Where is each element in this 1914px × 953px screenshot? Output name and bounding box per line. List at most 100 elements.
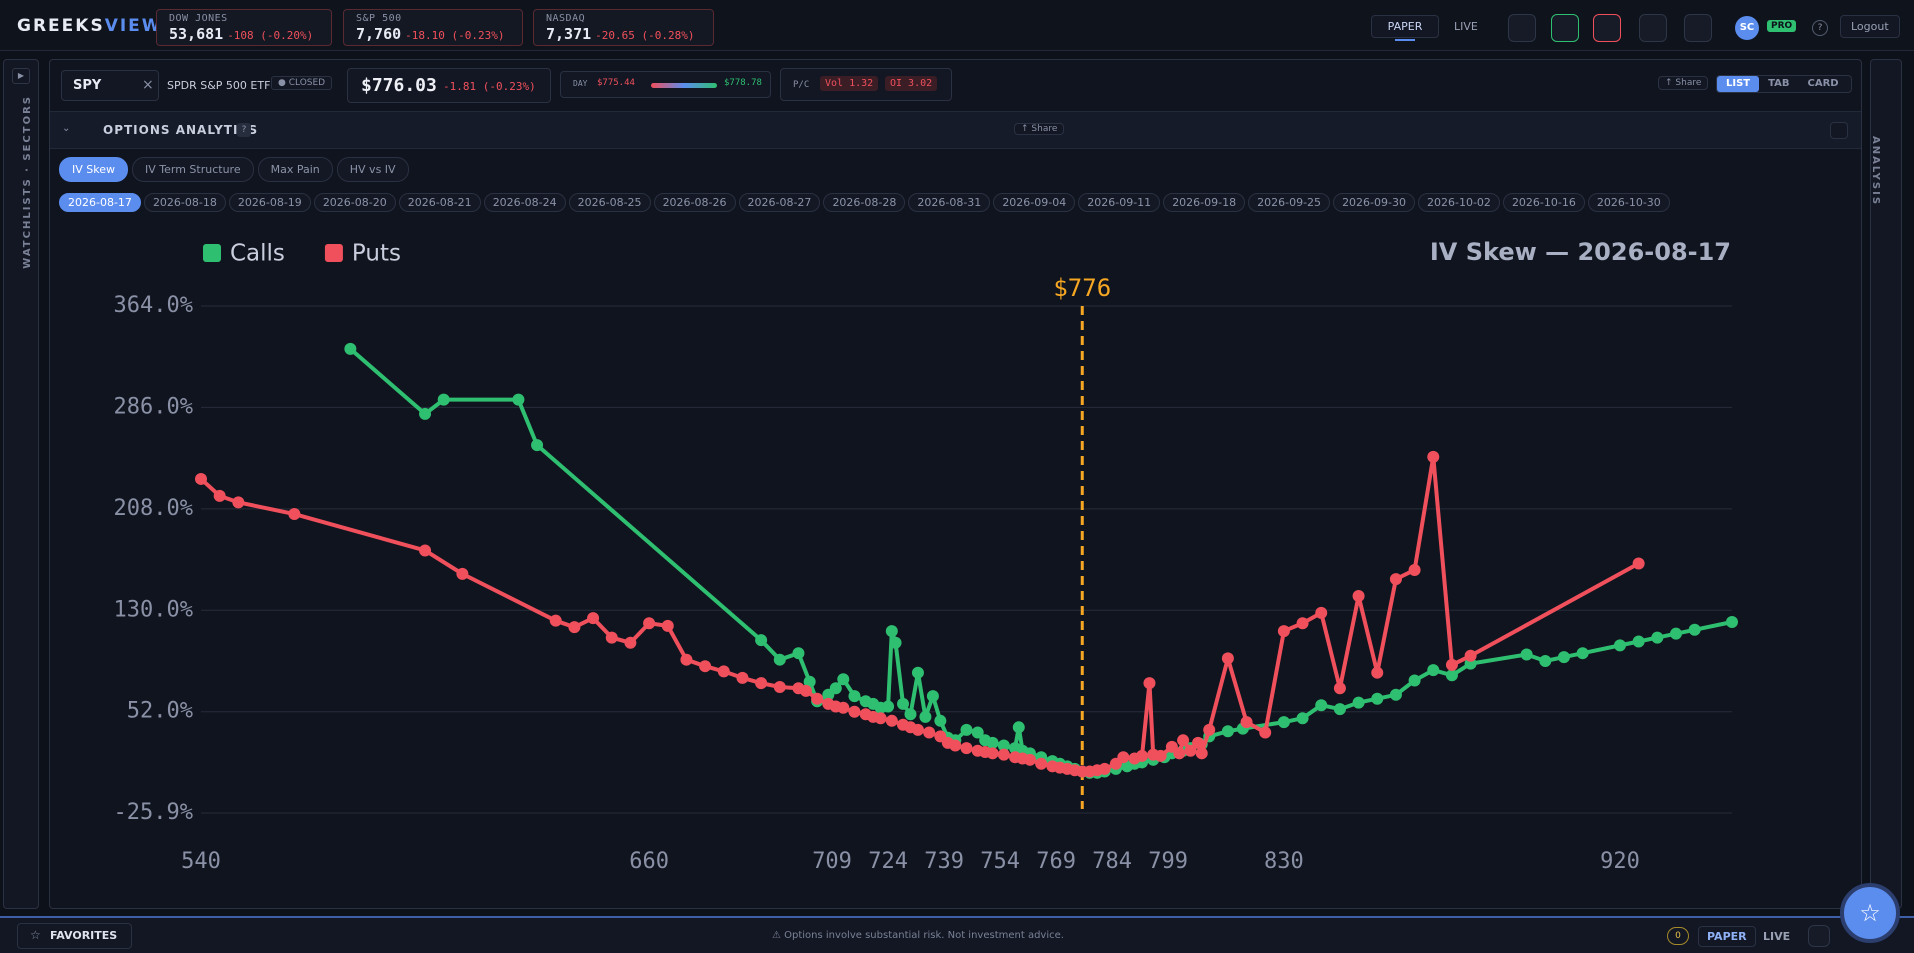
- day-high: $778.78: [724, 78, 762, 88]
- expiry-chip[interactable]: 2026-08-27: [738, 193, 821, 212]
- settings-icon[interactable]: [1684, 14, 1712, 42]
- index-change: -18.10 (-0.23%): [405, 29, 505, 42]
- alarm-icon[interactable]: [1593, 14, 1621, 42]
- tab[interactable]: IV Term Structure: [132, 157, 254, 182]
- mode-live[interactable]: LIVE: [1454, 20, 1478, 33]
- data-point: [232, 496, 245, 509]
- share-button[interactable]: ↑ Share: [1658, 76, 1709, 90]
- data-point: [1277, 625, 1290, 638]
- expiry-chip[interactable]: 2026-10-02: [1418, 193, 1500, 212]
- data-point: [1154, 749, 1167, 762]
- expiry-chip[interactable]: 2026-08-26: [653, 193, 736, 212]
- expiry-chip[interactable]: 2026-10-30: [1587, 193, 1670, 212]
- data-point: [1098, 762, 1111, 775]
- data-point: [587, 612, 600, 625]
- expiry-chip[interactable]: 2026-08-28: [823, 193, 906, 212]
- expiry-chip[interactable]: 2026-09-11: [1078, 193, 1161, 212]
- footer-paper[interactable]: PAPER: [1698, 926, 1756, 947]
- index-card[interactable]: DOW JONES 53,681 -108 (-0.20%): [156, 9, 332, 46]
- logout[interactable]: Logout: [1840, 15, 1900, 38]
- data-point: [837, 701, 850, 714]
- data-point: [1136, 749, 1149, 762]
- expiry-chip[interactable]: 2026-08-21: [398, 193, 481, 212]
- data-point: [643, 617, 656, 630]
- expiry-chip[interactable]: 2026-08-20: [313, 193, 396, 212]
- tab[interactable]: Max Pain: [257, 157, 333, 182]
- x-tick-label: 540: [181, 849, 221, 874]
- data-point: [717, 665, 730, 678]
- index-card[interactable]: S&P 500 7,760 -18.10 (-0.23%): [343, 9, 523, 46]
- expiry-chip[interactable]: 2026-08-31: [908, 193, 991, 212]
- data-point: [1726, 615, 1738, 628]
- help[interactable]: ?: [1812, 20, 1828, 36]
- data-point: [923, 726, 936, 739]
- day-range: DAY $775.44 $778.78: [560, 71, 771, 98]
- data-point: [1296, 712, 1309, 725]
- expiry-chip[interactable]: 2026-09-18: [1163, 193, 1246, 212]
- index-card[interactable]: NASDAQ 7,371 -20.65 (-0.28%): [533, 9, 714, 46]
- data-point: [549, 614, 562, 627]
- data-point: [661, 619, 674, 632]
- fab[interactable]: ☆: [1840, 883, 1900, 943]
- wifi-icon[interactable]: [1551, 14, 1579, 42]
- data-point: [213, 489, 226, 502]
- data-point: [934, 714, 947, 727]
- expiry-chip[interactable]: 2026-09-25: [1248, 193, 1331, 212]
- favorites[interactable]: FAVORITES: [17, 923, 132, 949]
- panel-header: [50, 111, 1861, 149]
- logo[interactable]: GREEKSVIEW: [17, 16, 163, 36]
- panel-help[interactable]: ?: [237, 123, 251, 137]
- data-point: [792, 647, 805, 660]
- collapse[interactable]: ⌄: [62, 123, 71, 134]
- bell-icon[interactable]: [1639, 14, 1667, 42]
- x-tick-label: 830: [1264, 849, 1304, 874]
- expiry-chip[interactable]: 2026-08-25: [568, 193, 651, 212]
- tab[interactable]: IV Skew: [59, 157, 128, 182]
- data-point: [811, 692, 824, 705]
- expiry-chip[interactable]: 2026-08-17: [59, 193, 141, 212]
- avatar[interactable]: SC: [1735, 16, 1759, 40]
- data-point: [803, 675, 816, 688]
- panel-share[interactable]: ↑ Share: [1014, 123, 1065, 135]
- data-point: [1632, 635, 1645, 648]
- data-point: [1259, 726, 1272, 739]
- index-name: NASDAQ: [546, 13, 586, 24]
- view-option[interactable]: TAB: [1768, 78, 1790, 89]
- symbol: SPY: [73, 78, 102, 93]
- expiry-chip[interactable]: 2026-08-18: [143, 193, 226, 212]
- expiry-chip[interactable]: 2026-10-16: [1502, 193, 1585, 212]
- data-point: [1277, 716, 1290, 729]
- footer-live[interactable]: LIVE: [1763, 930, 1791, 943]
- order-count[interactable]: 0: [1667, 927, 1689, 945]
- data-point: [1117, 751, 1130, 764]
- expand-button[interactable]: ▶: [12, 68, 30, 84]
- day-low: $775.44: [597, 78, 635, 88]
- pc-vol: Vol 1.32: [820, 76, 879, 91]
- expiry-chip[interactable]: 2026-08-19: [228, 193, 311, 212]
- view-option[interactable]: CARD: [1807, 78, 1839, 89]
- x-tick-label: 724: [868, 849, 908, 874]
- clear-symbol[interactable]: ×: [142, 77, 154, 93]
- x-tick-label: 754: [980, 849, 1020, 874]
- symbol-input[interactable]: SPY ×: [61, 70, 159, 101]
- index-value: 7,371: [546, 25, 592, 43]
- data-point: [1143, 677, 1156, 690]
- clock-icon[interactable]: [1508, 14, 1536, 42]
- view-toggle: LIST TAB CARD: [1716, 75, 1852, 93]
- fullscreen[interactable]: [1830, 122, 1848, 139]
- mode-paper[interactable]: PAPER: [1371, 15, 1439, 38]
- expiry-chip[interactable]: 2026-08-24: [483, 193, 566, 212]
- data-point: [1315, 699, 1328, 712]
- view-option[interactable]: LIST: [1717, 76, 1760, 92]
- expiry-chip[interactable]: 2026-09-04: [993, 193, 1076, 212]
- data-point: [1035, 757, 1048, 770]
- tab[interactable]: HV vs IV: [336, 157, 409, 182]
- data-point: [904, 708, 917, 721]
- refresh[interactable]: [1808, 925, 1830, 947]
- right-sidebar: [1870, 59, 1902, 909]
- data-point: [1688, 623, 1701, 636]
- data-point: [1221, 725, 1234, 738]
- pro-badge: PRO: [1767, 20, 1797, 32]
- expiry-chip[interactable]: 2026-09-30: [1333, 193, 1415, 212]
- data-point: [437, 393, 450, 406]
